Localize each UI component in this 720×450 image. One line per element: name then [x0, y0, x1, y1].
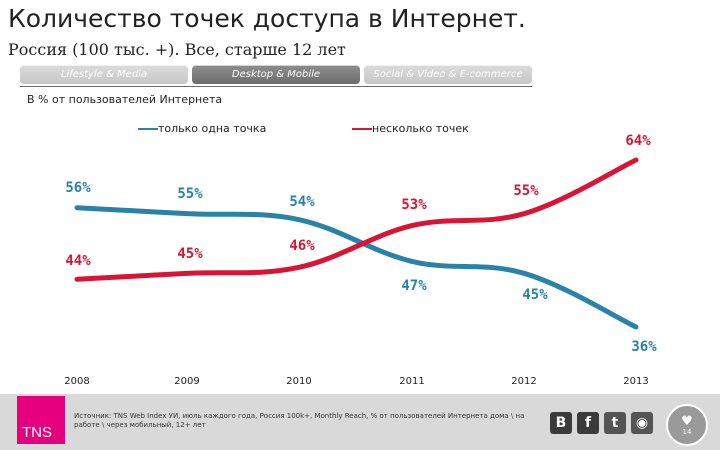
line-chart: только одна точка несколько точек 56% 55% 54… [64, 122, 657, 387]
series-1-point-4 [523, 213, 525, 215]
data-label-1-0: 44% [65, 253, 91, 269]
x-tick-label-0: 2008 [64, 376, 89, 387]
series-0-point-2 [298, 219, 300, 221]
page-title: Количество точек доступа в Интернет. [8, 4, 526, 33]
data-label-1-5: 64% [625, 133, 651, 149]
x-tick-label-1: 2009 [174, 376, 199, 387]
legend-label-0: только одна точка [158, 122, 266, 135]
page-number-badge: ♥ 14 [666, 404, 708, 446]
facebook-label: f [584, 415, 592, 431]
series-0-point-4 [523, 272, 525, 274]
series-1-point-1 [186, 272, 188, 274]
series-0-point-3 [411, 260, 413, 262]
data-label-0-0: 56% [65, 180, 91, 196]
series-line-0 [74, 205, 639, 330]
vkontakte-label: В [555, 415, 567, 431]
x-tick-label-3: 2011 [399, 376, 424, 387]
facebook-icon[interactable]: f [577, 412, 599, 434]
page-number: 14 [682, 427, 692, 436]
x-tick-label-2: 2010 [286, 376, 311, 387]
x-tick-label-4: 2012 [511, 376, 536, 387]
x-tick-label-5: 2013 [623, 376, 648, 387]
tns-logo[interactable]: TNS [17, 396, 65, 444]
series-0-point-5 [635, 326, 637, 328]
rss-icon[interactable]: ◉ [631, 412, 653, 434]
series-0-point-0 [76, 207, 78, 209]
vkontakte-icon[interactable]: В [550, 412, 572, 434]
data-label-0-4: 45% [522, 287, 548, 303]
tab-lifestyle-media[interactable]: Lifestyle & Media [20, 65, 188, 84]
data-label-0-5: 36% [631, 339, 657, 355]
page-subtitle: Россия (100 тыс. +). Все, старше 12 лет [8, 40, 346, 59]
divider [20, 86, 532, 87]
data-label-0-1: 55% [177, 186, 203, 202]
data-label-0-3: 47% [401, 278, 427, 294]
footer-bar [0, 394, 720, 450]
series-1-point-5 [635, 159, 637, 161]
twitter-icon[interactable]: t [604, 412, 626, 434]
tab-social-video-ecommerce[interactable]: Social & Video & E-commerce [364, 65, 532, 84]
data-label-0-2: 54% [289, 194, 315, 210]
series-1-point-2 [298, 266, 300, 268]
series-1-point-3 [411, 225, 413, 227]
data-label-1-4: 55% [513, 183, 539, 199]
chart-subtitle: В % от пользователей Интернета [27, 93, 223, 106]
twitter-label: t [611, 415, 619, 431]
heart-icon: ♥ [681, 413, 693, 429]
source-note: Источник: TNS Web Index УИ, июль каждого… [74, 412, 525, 429]
legend-label-1: несколько точек [372, 122, 469, 135]
series-1-point-0 [76, 278, 78, 280]
tab-desktop-mobile[interactable]: Desktop & Mobile [192, 65, 360, 84]
series-0-point-1 [186, 213, 188, 215]
data-label-1-2: 46% [289, 238, 315, 254]
rss-label: ◉ [635, 415, 649, 431]
data-label-1-1: 45% [177, 246, 203, 262]
data-label-1-3: 53% [401, 197, 427, 213]
series-line-1 [74, 157, 639, 282]
tab-bar: Lifestyle & Media Desktop & Mobile Socia… [20, 65, 532, 84]
